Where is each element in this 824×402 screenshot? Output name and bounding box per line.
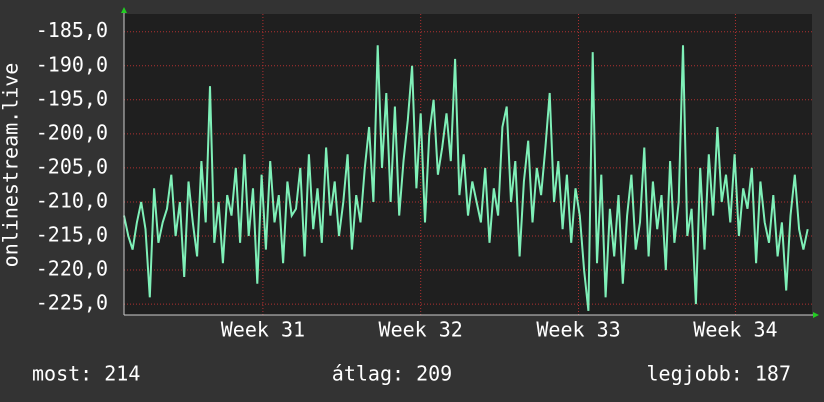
y-tick-label: -185,0	[36, 18, 108, 42]
y-tick-label: -225,0	[36, 291, 108, 315]
x-tick-label: Week 32	[379, 318, 463, 342]
y-tick-label: -195,0	[36, 86, 108, 110]
y-tick-label: -220,0	[36, 257, 108, 281]
x-tick-label: Week 33	[536, 318, 620, 342]
y-arrow	[121, 7, 127, 13]
stat-best: legjobb: 187	[647, 362, 792, 386]
y-tick-label: -200,0	[36, 120, 108, 144]
y-tick-label: -210,0	[36, 188, 108, 212]
x-tick-label: Week 31	[221, 318, 305, 342]
stat-current: most: 214	[32, 362, 140, 386]
y-tick-label: -190,0	[36, 52, 108, 76]
x-tick-label: Week 34	[693, 318, 777, 342]
stat-average: átlag: 209	[332, 362, 452, 386]
y-tick-label: -205,0	[36, 154, 108, 178]
y-tick-label: -215,0	[36, 223, 108, 247]
y-axis-label: onlinestream.live	[0, 63, 23, 268]
x-arrow	[813, 312, 819, 318]
data-line	[123, 45, 809, 312]
